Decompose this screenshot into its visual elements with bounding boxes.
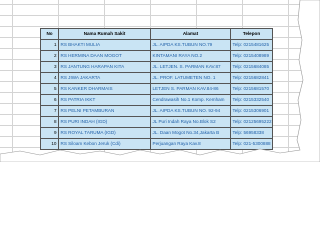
hospital-table: No Nama Rumah Sakit Alamat Telepon 1 RS BHAK… — [40, 28, 273, 150]
table-row: 8 RS PURI INDAH (IGD) JL Puri Indah Raya N… — [40, 116, 273, 128]
table-row: 1 RS BHAKTI MULIA JL. AIPDA KS.TUBUN NO.79… — [40, 39, 273, 51]
table-cell: RS Siloam Kebon Jeruk (Cdi) — [58, 138, 151, 150]
table-body: 1 RS BHAKTI MULIA JL. AIPDA KS.TUBUN NO.79… — [40, 39, 273, 150]
table-row: 5 RS KANKER DHARMAIS LETJEN S. PARMAN KAV.… — [40, 83, 273, 95]
table-cell: Telp: 0215408989 — [230, 50, 273, 62]
table-row: 6 RS PATRIA IKKT Cendrawasih No.1 Komp. Ke… — [40, 94, 273, 106]
table-cell: 10 — [40, 138, 59, 150]
table-row: 10 RS Siloam Kebon Jeruk (Cdi) Perjuangan … — [40, 138, 273, 150]
table-cell: Telp: 021-5300888 — [230, 138, 273, 150]
spreadsheet: No Nama Rumah Sakit Alamat Telepon 1 RS BHAK… — [0, 0, 320, 162]
torn-edge — [0, 0, 320, 162]
